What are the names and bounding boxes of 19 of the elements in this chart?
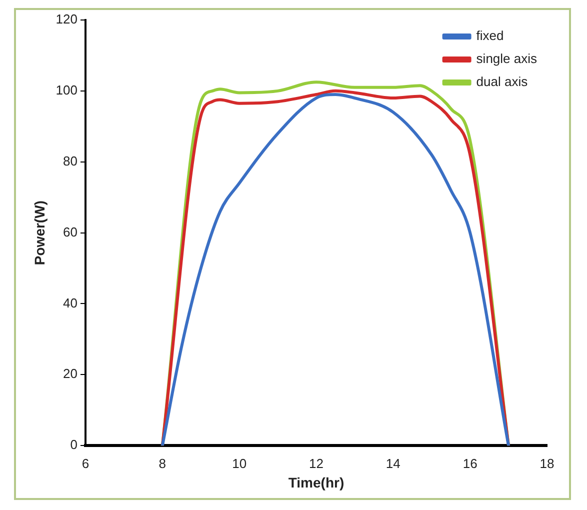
y-axis-title: Power(W) (31, 200, 48, 266)
x-tick-label: 14 (386, 456, 400, 471)
y-tick-label: 20 (63, 366, 78, 382)
legend-label: fixed (476, 28, 504, 44)
y-tick-label: 120 (56, 12, 78, 27)
x-tick-label: 12 (309, 456, 324, 471)
x-tick-label: 16 (462, 456, 478, 471)
x-axis-title: Time(hr) (288, 474, 344, 490)
x-tick-label: 18 (540, 456, 554, 471)
y-tick-label: 60 (63, 224, 78, 240)
y-tick-label: 40 (63, 295, 78, 310)
x-tick-label: 8 (158, 456, 166, 471)
y-tick-label: 0 (70, 437, 78, 452)
legend-label: dual axis (476, 74, 528, 90)
y-tick-label: 80 (63, 153, 78, 168)
x-tick-label: 6 (82, 456, 90, 471)
legend-label: single axis (476, 51, 538, 66)
x-tick-label: 10 (232, 456, 247, 471)
y-tick-label: 100 (56, 82, 78, 98)
